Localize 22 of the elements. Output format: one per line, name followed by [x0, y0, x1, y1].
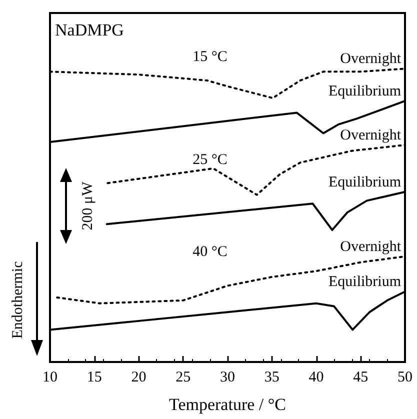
- annotation: 200 μW: [80, 180, 96, 230]
- x-tick-label: 50: [398, 370, 412, 386]
- series-label: Equilibrium: [328, 174, 402, 190]
- series-label: Overnight: [340, 127, 402, 144]
- text: NaDMPG: [55, 20, 124, 40]
- annotation: 25 °C: [192, 152, 228, 168]
- x-axis-title: Temperature / °C: [168, 395, 286, 414]
- series-label: Equilibrium: [328, 83, 402, 100]
- x-tick-label: 20: [131, 370, 146, 386]
- x-tick-label: 10: [42, 370, 58, 386]
- x-tick-label: 25: [176, 370, 191, 386]
- series-label: Equilibrium: [328, 274, 402, 290]
- x-tick-label: 35: [264, 370, 280, 386]
- x-tick-label: 30: [220, 370, 235, 386]
- text: Endothermic: [10, 260, 26, 339]
- x-tick-label: 40: [308, 370, 324, 386]
- text: 15 °C: [192, 49, 228, 65]
- series-label: Overnight: [340, 51, 402, 68]
- x-tick-label: 15: [86, 370, 102, 386]
- series-label: Overnight: [340, 238, 402, 255]
- x-tick-label: 45: [353, 370, 368, 386]
- annotation: 40 °C: [192, 244, 228, 260]
